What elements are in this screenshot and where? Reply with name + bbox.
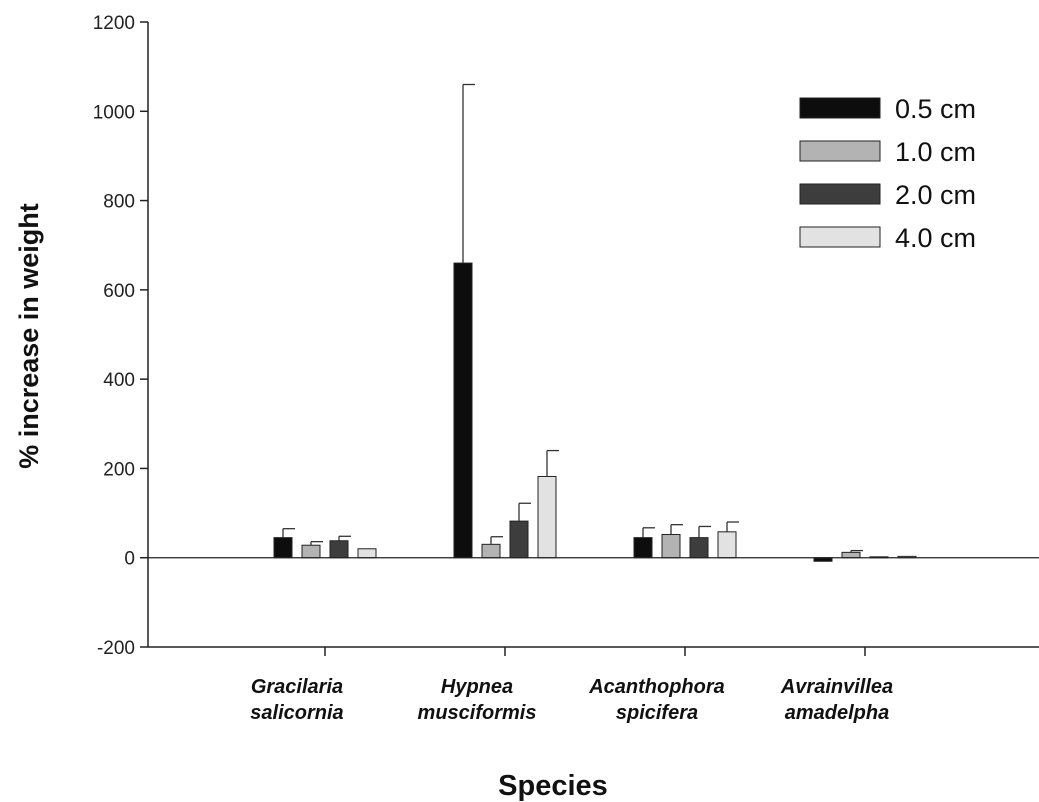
legend: 0.5 cm 1.0 cm 2.0 cm 4.0 cm	[799, 94, 976, 253]
bar-series	[273, 83, 917, 562]
x-axis-ticks: Gracilaria salicornia Hypnea musciformis Aca…	[250, 647, 893, 724]
bar	[273, 537, 293, 559]
y-tick-label: -200	[97, 638, 135, 659]
legend-label: 2.0 cm	[895, 180, 976, 210]
bar	[841, 551, 861, 559]
axes	[147, 22, 1039, 648]
category-label: Acanthophora spicifera	[588, 676, 725, 724]
y-tick-label: 600	[103, 281, 135, 302]
legend-label: 4.0 cm	[895, 223, 976, 253]
legend-label: 1.0 cm	[895, 137, 976, 167]
y-tick-label: 1200	[93, 13, 135, 34]
bar	[633, 537, 653, 559]
category-label: Avrainvillea amadelpha	[780, 676, 893, 724]
bar	[537, 475, 557, 559]
legend-label: 0.5 cm	[895, 94, 976, 124]
legend-swatch	[799, 226, 881, 248]
bar	[329, 540, 349, 559]
y-tick-label: 200	[103, 459, 135, 480]
bar	[689, 537, 709, 559]
bar	[661, 534, 681, 559]
bar	[509, 520, 529, 559]
bar	[717, 531, 737, 559]
category-label: Gracilaria salicornia	[250, 676, 343, 724]
legend-swatch	[799, 183, 881, 205]
y-tick-label: 400	[103, 370, 135, 391]
y-tick-label: 0	[124, 549, 135, 570]
legend-swatch	[799, 97, 881, 119]
bar	[357, 548, 377, 559]
x-axis-title: Species	[498, 770, 608, 802]
bar	[301, 544, 321, 559]
y-tick-label: 1000	[93, 102, 135, 123]
y-axis-title: % increase in weight	[14, 203, 44, 469]
legend-swatch	[799, 140, 881, 162]
bar	[481, 543, 501, 559]
y-axis-ticks: -200 0 200 400 600 800 1000 1200	[93, 13, 148, 659]
bar	[453, 262, 473, 559]
category-label: Hypnea musciformis	[418, 676, 537, 724]
y-tick-label: 800	[103, 192, 135, 213]
